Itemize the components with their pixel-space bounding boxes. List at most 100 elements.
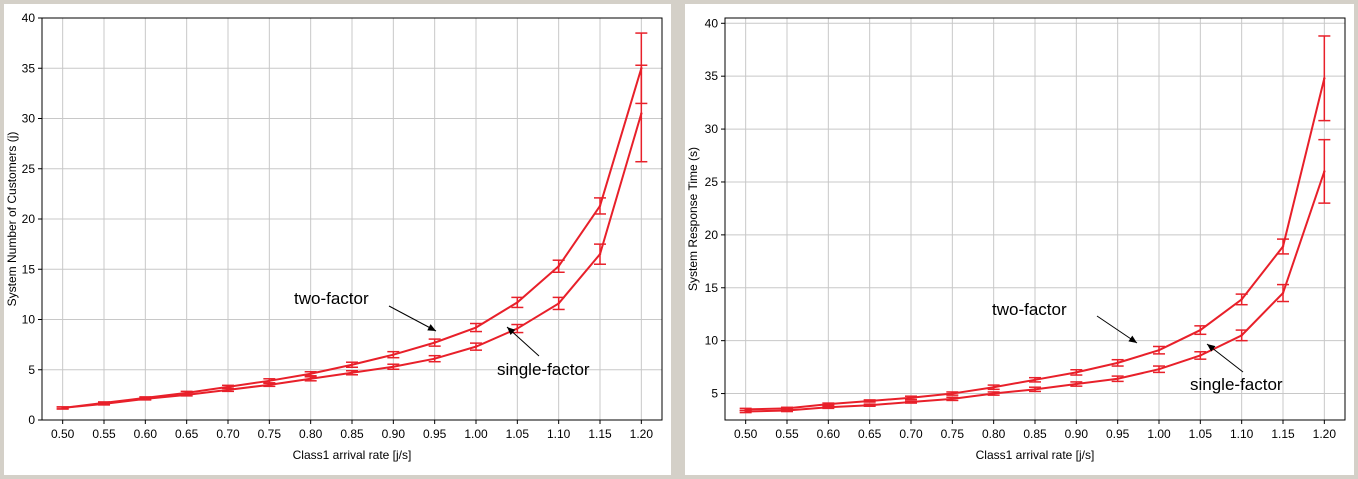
annotation-single-factor: single-factor bbox=[497, 360, 590, 379]
x-tick-label: 0.75 bbox=[258, 427, 282, 441]
x-tick-label: 0.70 bbox=[899, 427, 923, 441]
y-tick-label: 15 bbox=[22, 262, 36, 276]
data-point bbox=[744, 410, 747, 413]
data-point bbox=[557, 302, 560, 305]
x-tick-label: 1.20 bbox=[630, 427, 654, 441]
x-tick-label: 0.50 bbox=[734, 427, 758, 441]
x-tick-label: 0.95 bbox=[423, 427, 447, 441]
data-point bbox=[268, 383, 271, 387]
data-point bbox=[1199, 328, 1202, 332]
data-point bbox=[392, 353, 395, 356]
data-point bbox=[1075, 371, 1078, 374]
annotation-two-factor: two-factor bbox=[992, 300, 1067, 319]
y-tick-label: 20 bbox=[705, 228, 719, 242]
annotation-arrow-head bbox=[507, 327, 516, 335]
data-point bbox=[268, 379, 271, 383]
y-axis-label: System Response Time (s) bbox=[686, 147, 700, 291]
x-tick-label: 1.00 bbox=[1147, 427, 1171, 441]
data-point bbox=[992, 392, 995, 395]
data-point bbox=[1323, 77, 1326, 80]
plot-frame bbox=[41, 17, 663, 421]
data-point bbox=[1281, 245, 1285, 248]
x-axis-label: Class1 arrival rate [j/s] bbox=[293, 448, 412, 462]
data-point bbox=[1033, 378, 1037, 381]
data-point bbox=[827, 406, 830, 409]
data-point bbox=[1240, 334, 1243, 337]
response-time-chart: 0.50 0.55 0.60 0.65 0.70 0.75 0.80 0.85 0.90 0.95… bbox=[686, 16, 1346, 462]
x-tick-label: 0.85 bbox=[340, 427, 364, 441]
data-point bbox=[1240, 298, 1243, 301]
y-tick-label: 35 bbox=[22, 61, 36, 75]
data-point bbox=[909, 400, 913, 404]
data-point bbox=[516, 327, 519, 330]
y-tick-label: 5 bbox=[711, 387, 718, 401]
x-tick-label: 0.80 bbox=[299, 427, 323, 441]
number-of-customers-chart: 0.50 0.55 0.60 0.65 0.70 0.75 0.80 0.85 0.90 0.95… bbox=[5, 11, 663, 462]
annotation-single-factor: single-factor bbox=[1190, 375, 1283, 394]
data-point bbox=[598, 252, 602, 256]
x-tick-label: 0.95 bbox=[1106, 427, 1130, 441]
plot-frame bbox=[724, 17, 1346, 421]
data-point bbox=[598, 204, 602, 208]
annotation-arrow-head bbox=[1128, 335, 1137, 343]
data-point bbox=[557, 265, 560, 268]
x-tick-label: 0.70 bbox=[216, 427, 240, 441]
x-tick-label: 0.50 bbox=[51, 427, 75, 441]
data-point bbox=[1323, 170, 1326, 173]
data-point bbox=[1116, 361, 1119, 365]
y-tick-label: 25 bbox=[705, 175, 719, 189]
data-point bbox=[951, 392, 954, 395]
data-point bbox=[185, 393, 188, 397]
x-tick-label: 1.10 bbox=[547, 427, 571, 441]
x-tick-label: 1.10 bbox=[1230, 427, 1254, 441]
data-point bbox=[1033, 388, 1037, 391]
data-point bbox=[868, 403, 871, 407]
y-tick-label: 10 bbox=[705, 334, 719, 348]
x-tick-label: 1.20 bbox=[1313, 427, 1337, 441]
y-tick-label: 20 bbox=[22, 212, 36, 226]
data-point bbox=[474, 326, 478, 329]
y-tick-label: 40 bbox=[22, 11, 36, 25]
y-tick-label: 25 bbox=[22, 162, 36, 176]
x-tick-label: 0.75 bbox=[941, 427, 965, 441]
data-point bbox=[1075, 382, 1078, 386]
panel-separator bbox=[675, 0, 681, 479]
data-point bbox=[868, 399, 871, 403]
data-point bbox=[1116, 377, 1119, 380]
data-point bbox=[1157, 368, 1161, 371]
y-tick-label: 10 bbox=[22, 313, 36, 327]
x-tick-label: 0.80 bbox=[982, 427, 1006, 441]
annotation-two-factor: two-factor bbox=[294, 289, 369, 308]
x-tick-label: 0.65 bbox=[858, 427, 882, 441]
data-point bbox=[516, 301, 519, 304]
annotation-arrow-head bbox=[427, 324, 436, 331]
x-tick-label: 1.05 bbox=[1189, 427, 1213, 441]
x-tick-label: 0.55 bbox=[775, 427, 799, 441]
data-point bbox=[433, 357, 436, 360]
data-point bbox=[909, 396, 913, 399]
data-point bbox=[992, 386, 995, 389]
x-tick-label: 0.65 bbox=[175, 427, 199, 441]
data-point bbox=[785, 409, 789, 412]
chart-panel-right: 0.50 0.55 0.60 0.65 0.70 0.75 0.80 0.85 0.90 0.95… bbox=[685, 4, 1354, 475]
x-tick-label: 0.55 bbox=[92, 427, 116, 441]
data-point bbox=[433, 341, 436, 344]
annotation-arrow-head bbox=[1207, 344, 1216, 352]
data-point bbox=[309, 372, 312, 375]
data-point bbox=[951, 397, 954, 401]
x-tick-label: 1.05 bbox=[506, 427, 530, 441]
y-tick-label: 40 bbox=[705, 16, 719, 30]
y-tick-label: 0 bbox=[28, 413, 35, 427]
data-point bbox=[309, 377, 312, 380]
x-tick-label: 1.15 bbox=[588, 427, 612, 441]
x-tick-label: 1.00 bbox=[464, 427, 488, 441]
y-tick-label: 30 bbox=[705, 122, 719, 136]
annotation-arrow-line bbox=[1096, 315, 1138, 344]
y-tick-label: 30 bbox=[22, 112, 36, 126]
x-tick-label: 0.90 bbox=[1065, 427, 1089, 441]
x-tick-label: 0.90 bbox=[382, 427, 406, 441]
data-point bbox=[226, 385, 230, 389]
chart-panel-left: 0.50 0.55 0.60 0.65 0.70 0.75 0.80 0.85 0.90 0.95… bbox=[4, 4, 671, 475]
x-tick-label: 0.85 bbox=[1023, 427, 1047, 441]
data-point bbox=[61, 406, 64, 410]
